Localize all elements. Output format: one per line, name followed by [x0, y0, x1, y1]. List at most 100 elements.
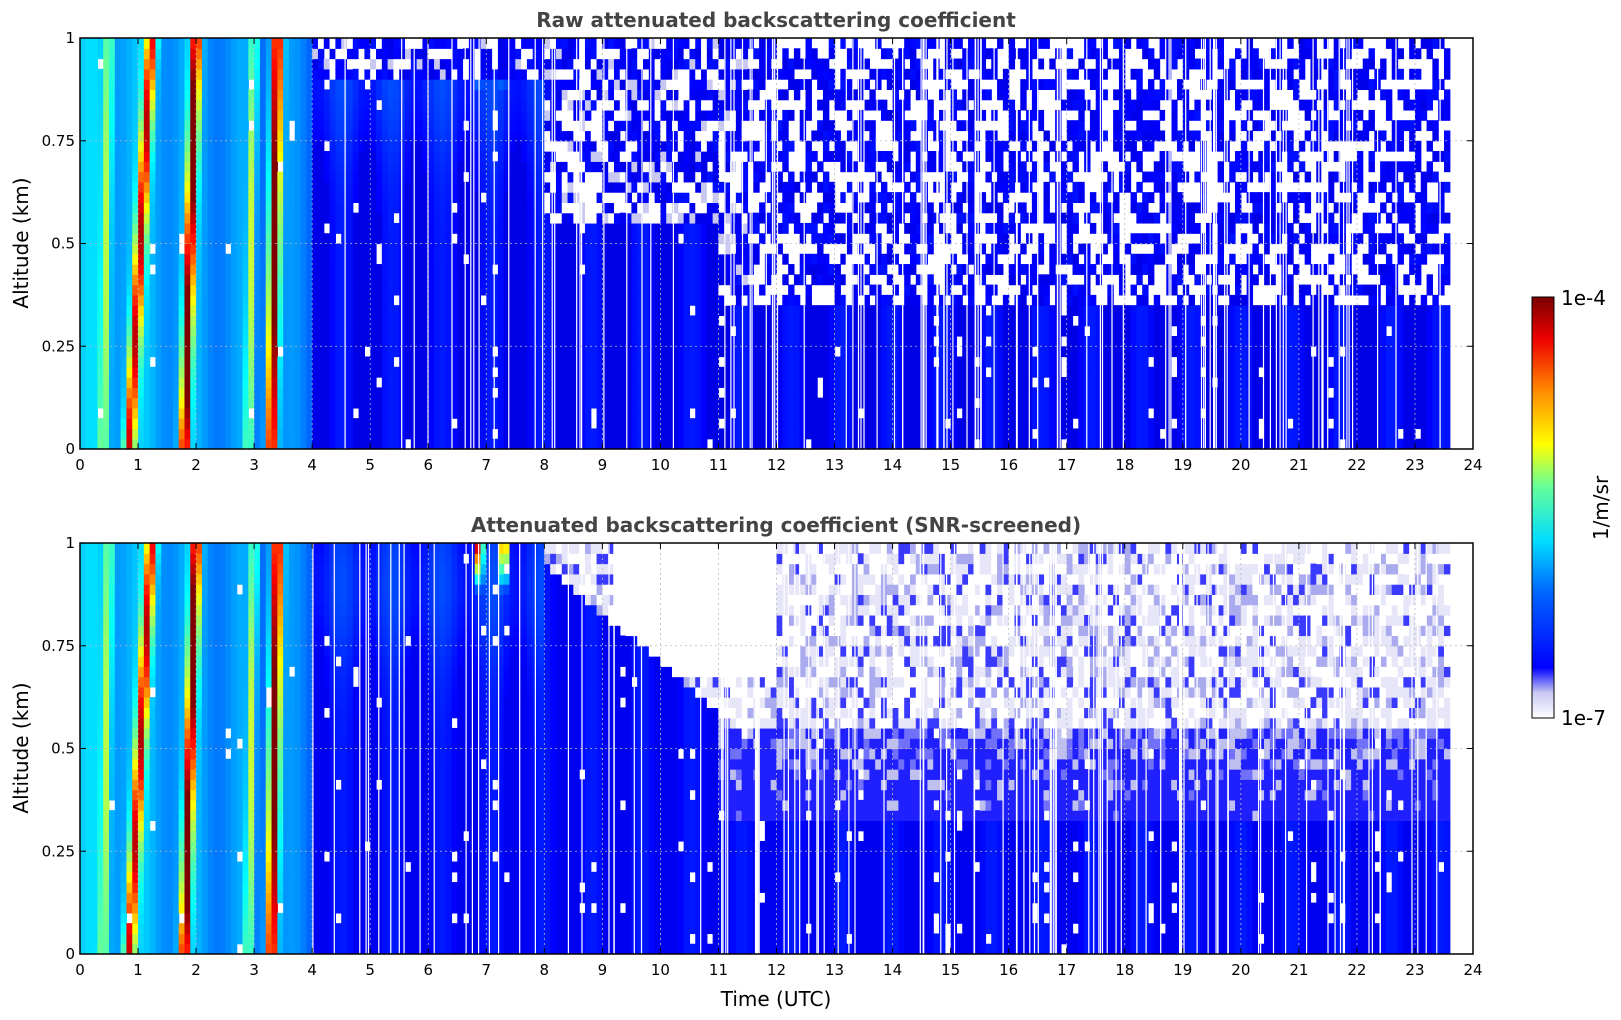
- heatmap-cell: [103, 38, 110, 49]
- heatmap-cell: [648, 120, 656, 132]
- heatmap-cell: [254, 79, 261, 90]
- heatmap-cell: [434, 109, 441, 121]
- heatmap-cell: [370, 335, 377, 347]
- heatmap-cell: [526, 356, 534, 368]
- heatmap-cell: [521, 366, 528, 378]
- heatmap-cell: [474, 253, 482, 265]
- heatmap-cell: [445, 253, 453, 265]
- heatmap-cell: [312, 243, 319, 255]
- heatmap-cell: [515, 212, 522, 224]
- heatmap-cell: [283, 130, 290, 142]
- heatmap-cell: [497, 202, 505, 214]
- heatmap-cell: [822, 140, 830, 152]
- heatmap-cell: [503, 38, 511, 49]
- heatmap-cell: [271, 68, 278, 80]
- heatmap-cell: [753, 48, 760, 60]
- heatmap-cell: [718, 58, 725, 70]
- heatmap-cell: [167, 99, 174, 111]
- heatmap-cell: [666, 346, 673, 358]
- heatmap-cell: [550, 243, 557, 255]
- heatmap-cell: [648, 294, 656, 306]
- heatmap-cell: [126, 335, 133, 347]
- heatmap-cell: [306, 89, 313, 101]
- heatmap-cell: [584, 192, 592, 204]
- heatmap-cell: [822, 222, 830, 234]
- heatmap-cell: [364, 38, 371, 49]
- heatmap-cell: [840, 140, 847, 152]
- heatmap-cell: [317, 346, 325, 358]
- heatmap-cell: [521, 418, 528, 430]
- heatmap-cell: [439, 294, 447, 306]
- heatmap-cell: [544, 192, 551, 204]
- heatmap-cell: [381, 181, 389, 193]
- heatmap-cell: [381, 68, 389, 80]
- heatmap-cell: [602, 294, 609, 306]
- heatmap-cell: [393, 377, 400, 388]
- heatmap-cell: [207, 109, 215, 121]
- heatmap-cell: [387, 109, 395, 121]
- heatmap-cell: [683, 151, 691, 162]
- heatmap-cell: [457, 315, 464, 327]
- heatmap-cell: [846, 366, 853, 378]
- heatmap-cell: [631, 243, 638, 255]
- heatmap-cell: [799, 192, 807, 204]
- heatmap-cell: [764, 222, 772, 234]
- heatmap-cell: [509, 58, 516, 70]
- heatmap-cell: [196, 305, 203, 317]
- heatmap-cell: [312, 335, 319, 347]
- heatmap-cell: [445, 68, 453, 80]
- heatmap-cell: [358, 274, 365, 286]
- heatmap-cell: [190, 407, 197, 419]
- heatmap-cell: [172, 397, 180, 409]
- heatmap-cell: [219, 79, 226, 90]
- heatmap-cell: [230, 294, 238, 306]
- heatmap-cell: [561, 243, 569, 255]
- heatmap-cell: [91, 140, 99, 152]
- heatmap-cell: [271, 366, 278, 378]
- heatmap-cell: [393, 38, 400, 49]
- heatmap-cell: [434, 48, 441, 60]
- heatmap-cell: [184, 305, 191, 317]
- heatmap-cell: [683, 325, 691, 337]
- heatmap-cell: [608, 109, 615, 121]
- heatmap-cell: [178, 356, 186, 368]
- heatmap-cell: [91, 58, 99, 70]
- heatmap-cell: [457, 222, 464, 234]
- heatmap-cell: [109, 407, 116, 419]
- heatmap-cell: [416, 315, 424, 327]
- heatmap-cell: [805, 48, 812, 60]
- heatmap-cell: [335, 109, 342, 121]
- heatmap-cell: [138, 68, 145, 80]
- heatmap-cell: [97, 151, 104, 162]
- heatmap-cell: [648, 346, 656, 358]
- heatmap-cell: [846, 438, 853, 449]
- heatmap-cell: [631, 274, 638, 286]
- heatmap-cell: [631, 264, 638, 275]
- heatmap-cell: [538, 284, 545, 296]
- heatmap-cell: [323, 253, 331, 265]
- heatmap-cell: [230, 171, 238, 183]
- heatmap-cell: [764, 109, 772, 121]
- heatmap-cell: [782, 356, 789, 368]
- heatmap-cell: [724, 294, 731, 306]
- heatmap-cell: [521, 181, 528, 193]
- heatmap-cell: [445, 335, 453, 347]
- heatmap-cell: [590, 346, 598, 358]
- heatmap-cell: [602, 79, 609, 90]
- heatmap-cell: [695, 192, 702, 204]
- heatmap-cell: [434, 356, 441, 368]
- heatmap-cell: [259, 233, 267, 245]
- heatmap-cell: [654, 181, 662, 193]
- heatmap-cell: [526, 151, 534, 162]
- heatmap-cell: [283, 366, 290, 378]
- heatmap-cell: [625, 38, 632, 49]
- heatmap-cell: [126, 346, 133, 358]
- heatmap-cell: [631, 171, 638, 183]
- heatmap-cell: [602, 274, 609, 286]
- heatmap-cell: [242, 181, 249, 193]
- heatmap-cell: [288, 109, 296, 121]
- heatmap-cell: [619, 253, 627, 265]
- heatmap-cell: [196, 264, 203, 275]
- heatmap-cell: [828, 38, 836, 49]
- heatmap-cell: [817, 346, 824, 358]
